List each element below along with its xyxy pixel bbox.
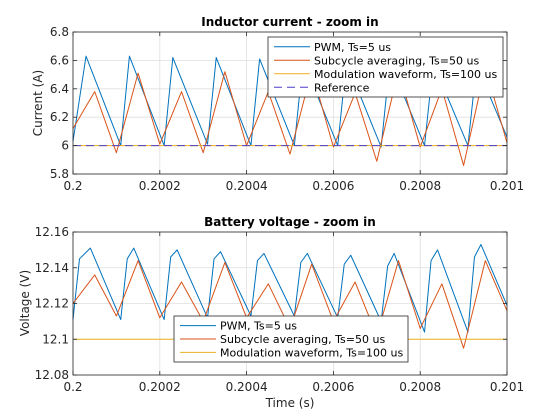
x-tick-label: 0.2008: [399, 179, 441, 193]
x-tick-label: 0.2004: [226, 380, 268, 394]
y-tick-label: 12.08: [35, 368, 69, 382]
legend-label: Subcycle averaging, Ts=50 us: [314, 54, 479, 67]
y-tick-label: 6.8: [50, 25, 69, 39]
x-tick-label: 0.201: [490, 380, 524, 394]
y-tick-label: 6: [61, 139, 69, 153]
y-tick-label: 12.16: [35, 225, 69, 239]
x-tick-label: 0.2006: [312, 179, 354, 193]
chart-title: Inductor current - zoom in: [201, 15, 378, 29]
x-tick-label: 0.2: [63, 179, 82, 193]
y-tick-label: 6.4: [50, 82, 69, 96]
y-tick-label: 12.14: [35, 261, 69, 275]
x-tick-label: 0.2004: [226, 179, 268, 193]
x-tick-label: 0.2008: [399, 380, 441, 394]
x-tick-label: 0.2006: [312, 380, 354, 394]
y-tick-label: 5.8: [50, 167, 69, 181]
y-axis-label: Current (A): [31, 70, 45, 136]
legend-label: Modulation waveform, Ts=100 us: [314, 68, 498, 81]
x-axis-label: Time (s): [265, 396, 315, 410]
legend-label: Subcycle averaging, Ts=50 us: [220, 333, 385, 346]
series-line-2: [72, 67, 508, 166]
x-tick-label: 0.2002: [139, 179, 181, 193]
y-tick-label: 6.2: [50, 110, 69, 124]
y-tick-label: 12.12: [35, 297, 69, 311]
chart-title: Battery voltage - zoom in: [204, 215, 376, 229]
y-tick-label: 6.6: [50, 53, 69, 67]
y-tick-label: 12.1: [42, 332, 69, 346]
legend-label: PWM, Ts=5 us: [314, 41, 391, 54]
plot-frame: [72, 31, 508, 175]
legend-label: Modulation waveform, Ts=100 us: [220, 346, 404, 359]
legend-label: PWM, Ts=5 us: [220, 320, 297, 333]
x-tick-label: 0.2: [63, 380, 82, 394]
axis-ticks: 0.2 0.2002 0.2004 0.2006 0.2008 0.201 5.8 6 6.2 6…: [50, 25, 524, 193]
x-tick-label: 0.2002: [139, 380, 181, 394]
axis-ticks: 0.2 0.2002 0.2004 0.2006 0.2008 0.201 12.08 12.…: [35, 225, 525, 394]
y-axis-label: Voltage (V): [18, 270, 32, 336]
legend-label: Reference: [314, 81, 370, 94]
inductor-current-panel: 0.2 0.2002 0.2004 0.2006 0.2008 0.201 5.8 6 6.2 6…: [31, 15, 524, 193]
x-tick-label: 0.201: [490, 179, 524, 193]
battery-voltage-panel: 0.2 0.2002 0.2004 0.2006 0.2008 0.201 12.08 12.…: [18, 215, 524, 410]
